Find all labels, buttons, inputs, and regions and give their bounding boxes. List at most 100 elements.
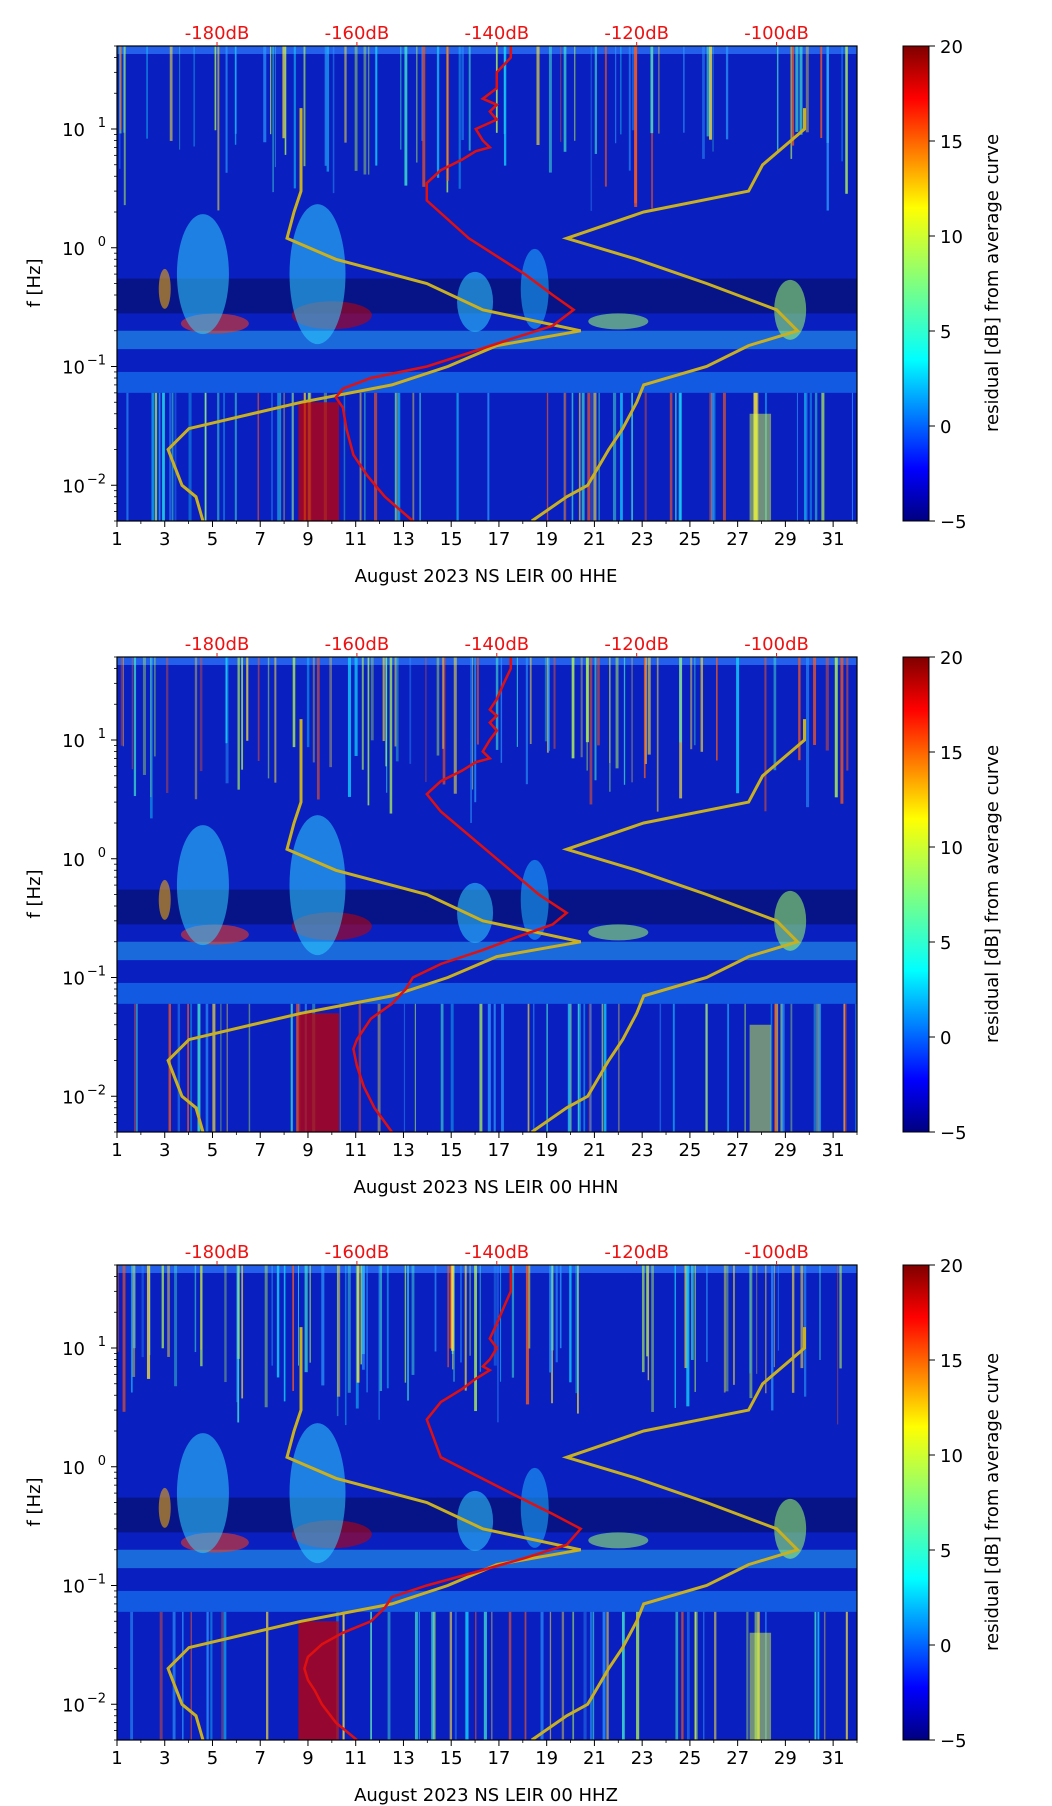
colorbar-tick-label: −5 bbox=[940, 1731, 967, 1752]
psd-curve-hhz bbox=[303, 1265, 583, 1740]
colorbar-tick-label: 5 bbox=[940, 322, 951, 343]
colorbar-tick-label: 10 bbox=[940, 227, 963, 248]
top-db-axis-hhz: -180dB -160dB -140dB -120dB -100dB bbox=[185, 1242, 809, 1265]
top-db-label: -120dB bbox=[604, 1242, 669, 1263]
top-db-label: -140dB bbox=[464, 1242, 529, 1263]
y-tick-exponent: 0 bbox=[98, 235, 106, 250]
x-tick-label: 9 bbox=[302, 1140, 313, 1161]
y-tick-label: 10 bbox=[62, 239, 85, 260]
colorbar-tick-label: 0 bbox=[940, 1636, 951, 1657]
y-axis-label-hhn: f [Hz] bbox=[24, 869, 45, 918]
y-tick-exponent: 1 bbox=[98, 116, 106, 131]
top-db-label: -180dB bbox=[185, 1242, 250, 1263]
y-tick-label: 10 bbox=[62, 731, 85, 752]
y-tick-label: 10 bbox=[62, 1458, 85, 1479]
x-tick-label: 27 bbox=[726, 1140, 749, 1161]
y-tick-label: 10 bbox=[62, 358, 85, 379]
colorbar-label-hhn: residual [dB] from average curve bbox=[982, 745, 1003, 1043]
x-tick-label: 1 bbox=[111, 529, 122, 550]
colorbar-label-hhe: residual [dB] from average curve bbox=[982, 134, 1003, 432]
colorbar-tick-label: 10 bbox=[940, 1446, 963, 1467]
colorbar-tick-label: 0 bbox=[940, 417, 951, 438]
x-tick-label: 23 bbox=[631, 1140, 654, 1161]
y-tick-exponent: 0 bbox=[98, 1454, 106, 1469]
x-tick-label: 15 bbox=[440, 1140, 463, 1161]
x-tick-label: 31 bbox=[822, 1748, 845, 1769]
colorbar-hhz bbox=[902, 1264, 930, 1741]
top-db-label: -160dB bbox=[325, 634, 390, 655]
spectrogram-hhz bbox=[117, 1265, 857, 1740]
x-axis-hhe: 1 3 5 7 9 11 13 15 17 19 21 23 25 27 29 31 bbox=[111, 521, 858, 550]
x-tick-label: 29 bbox=[774, 1140, 797, 1161]
x-axis-hhn: 1 3 5 7 9 11 13 15 17 19 21 23 25 27 29 31 bbox=[111, 1132, 858, 1161]
colorbar-tick-label: 20 bbox=[940, 1256, 963, 1277]
colorbar-label-hhz: residual [dB] from average curve bbox=[982, 1353, 1003, 1651]
y-tick-exponent: 1 bbox=[98, 1335, 106, 1350]
x-tick-label: 5 bbox=[207, 529, 218, 550]
top-db-label: -100dB bbox=[744, 634, 809, 655]
colorbar-ticks-hhn: −5 0 5 10 15 20 bbox=[929, 648, 967, 1144]
x-tick-label: 25 bbox=[678, 529, 701, 550]
y-tick-exponent: 0 bbox=[98, 846, 106, 861]
x-tick-label: 23 bbox=[631, 1748, 654, 1769]
x-tick-label: 7 bbox=[254, 1140, 265, 1161]
colorbar-tick-label: 15 bbox=[940, 1351, 963, 1372]
colorbar-tick-label: 20 bbox=[940, 37, 963, 58]
x-tick-label: 25 bbox=[678, 1140, 701, 1161]
colorbar-hhe bbox=[902, 45, 930, 522]
y-tick-label: 10 bbox=[62, 969, 85, 990]
top-db-label: -160dB bbox=[325, 23, 390, 44]
x-tick-label: 3 bbox=[159, 1140, 170, 1161]
colorbar-tick-label: 0 bbox=[940, 1028, 951, 1049]
panel-hhe: 1 3 5 7 9 11 13 15 17 19 21 23 25 27 29 31 10−210−110 01… bbox=[24, 23, 1003, 587]
y-tick-label: 10 bbox=[62, 850, 85, 871]
x-tick-label: 13 bbox=[392, 1140, 415, 1161]
x-tick-label: 21 bbox=[583, 1748, 606, 1769]
x-tick-label: 3 bbox=[159, 529, 170, 550]
x-tick-label: 17 bbox=[487, 1748, 510, 1769]
colorbar-tick-label: 15 bbox=[940, 132, 963, 153]
colorbar-tick-label: 15 bbox=[940, 743, 963, 764]
nhnm-curve-hhn bbox=[530, 719, 806, 1132]
x-tick-label: 5 bbox=[207, 1748, 218, 1769]
x-tick-label: 7 bbox=[254, 529, 265, 550]
x-tick-label: 3 bbox=[159, 1748, 170, 1769]
x-tick-label: 29 bbox=[774, 1748, 797, 1769]
x-tick-label: 23 bbox=[631, 529, 654, 550]
x-tick-label: 19 bbox=[535, 529, 558, 550]
y-tick-exponent: 1 bbox=[98, 727, 106, 742]
spectrogram-hhe bbox=[117, 46, 857, 521]
x-tick-label: 11 bbox=[344, 1748, 367, 1769]
top-db-label: -100dB bbox=[744, 23, 809, 44]
top-db-axis-hhn: -180dB -160dB -140dB -120dB -100dB bbox=[185, 634, 809, 657]
spectrogram-blobs-hhn bbox=[158, 815, 807, 956]
spectrogram-stripes-hhn bbox=[120, 657, 857, 1132]
colorbar-hhn bbox=[902, 656, 930, 1133]
x-tick-label: 19 bbox=[535, 1748, 558, 1769]
panel-hhn: 1 3 5 7 9 11 13 15 17 19 21 23 25 27 29 31 10−210−110 01… bbox=[24, 634, 1003, 1198]
colorbar-ticks-hhz: −5 0 5 10 15 20 bbox=[929, 1256, 967, 1752]
x-tick-label: 1 bbox=[111, 1748, 122, 1769]
colorbar-tick-label: 20 bbox=[940, 648, 963, 669]
top-db-label: -140dB bbox=[464, 23, 529, 44]
psd-curve-hhn bbox=[352, 657, 569, 1132]
x-tick-label: 13 bbox=[392, 529, 415, 550]
x-axis-label-hhn: August 2023 NS LEIR 00 HHN bbox=[354, 1177, 619, 1198]
x-tick-label: 21 bbox=[583, 1140, 606, 1161]
x-tick-label: 31 bbox=[822, 1140, 845, 1161]
x-tick-label: 11 bbox=[344, 529, 367, 550]
y-tick-exponent: −1 bbox=[87, 1573, 106, 1588]
x-tick-label: 27 bbox=[726, 1748, 749, 1769]
top-db-label: -180dB bbox=[185, 23, 250, 44]
spectrogram-hhn bbox=[117, 657, 857, 1132]
colorbar-tick-label: 5 bbox=[940, 1541, 951, 1562]
x-tick-label: 1 bbox=[111, 1140, 122, 1161]
x-tick-label: 25 bbox=[678, 1748, 701, 1769]
x-tick-label: 27 bbox=[726, 529, 749, 550]
x-tick-label: 17 bbox=[487, 1140, 510, 1161]
psd-curve-hhe bbox=[334, 46, 576, 521]
